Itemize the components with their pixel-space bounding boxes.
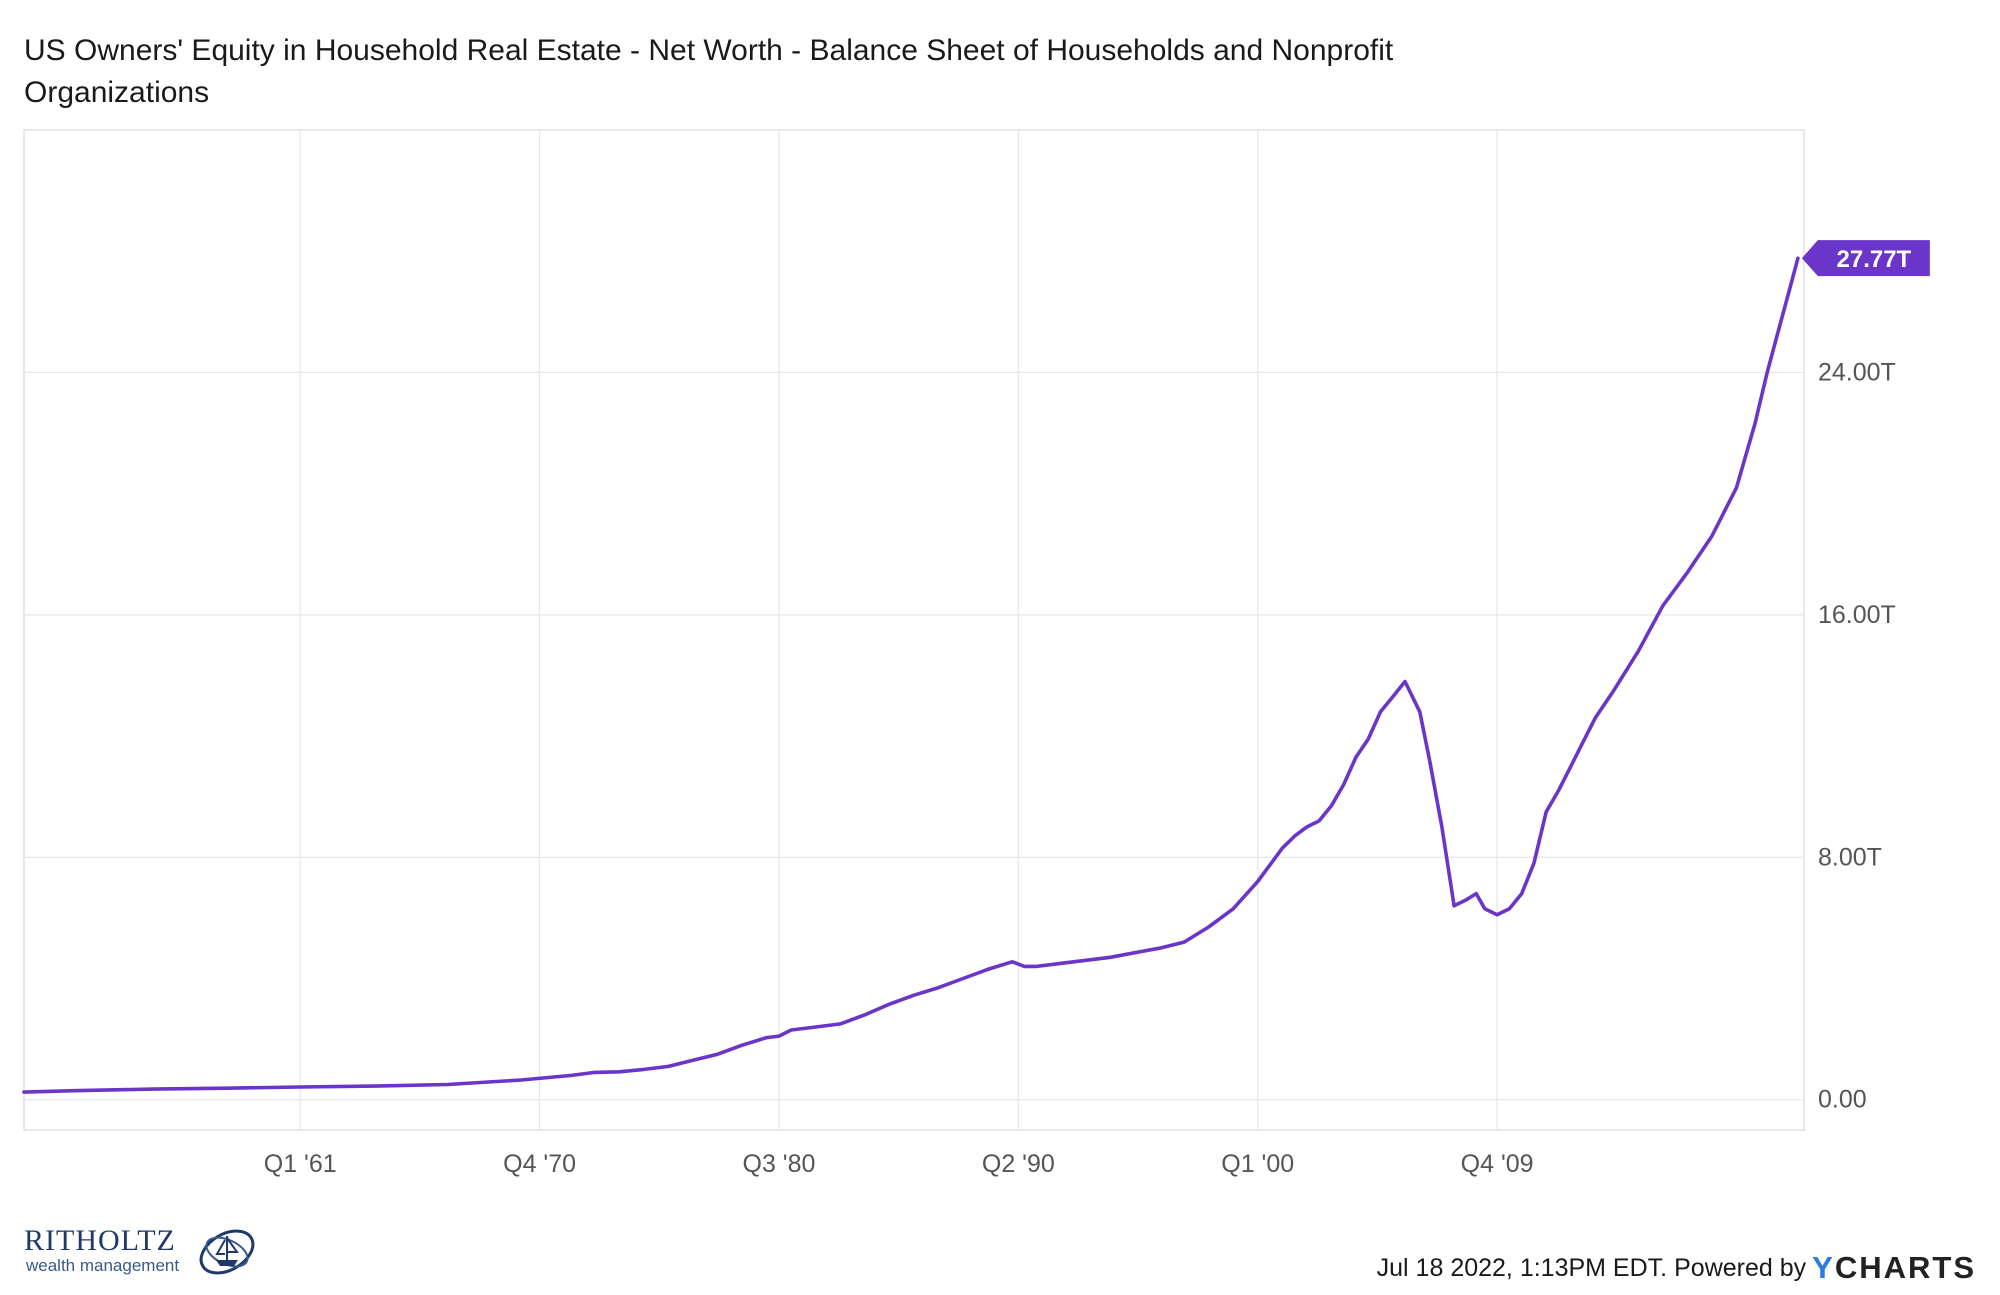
- series-group: [22, 256, 1800, 1094]
- chart-title: US Owners' Equity in Household Real Esta…: [24, 34, 1394, 109]
- logo-subtitle: wealth management: [26, 1256, 180, 1275]
- last-value-callout: 27.77T: [1801, 240, 1930, 277]
- ycharts-logo[interactable]: YCHARTS: [1812, 1250, 1976, 1286]
- x-tick-label: Q2 '90: [982, 1150, 1055, 1178]
- x-axis: Q1 '61 Q4 '70 Q3 '80 Q2 '90 Q1 '00 Q4 '09: [264, 1150, 1534, 1178]
- y-tick-label: 24.00T: [1818, 358, 1896, 386]
- y-tick-label: 8.00T: [1818, 843, 1882, 871]
- logo-name: RITHOLTZ: [24, 1224, 176, 1257]
- ycharts-logo-text: CHARTS: [1834, 1250, 1976, 1285]
- x-tick-label: Q4 '70: [503, 1150, 576, 1178]
- y-tick-label: 16.00T: [1818, 601, 1896, 629]
- x-tick-label: Q3 '80: [743, 1150, 816, 1178]
- timestamp: Jul 18 2022, 1:13PM EDT.: [1376, 1253, 1668, 1282]
- ship-emblem-icon: [199, 1229, 255, 1275]
- powered-by-label: Powered by: [1674, 1253, 1807, 1282]
- y-tick-label: 0.00: [1818, 1086, 1867, 1114]
- x-tick-label: Q1 '61: [264, 1150, 337, 1178]
- plot-area: [23, 129, 1805, 1131]
- ritholtz-logo: RITHOLTZ wealth management: [24, 1222, 264, 1282]
- x-tick-label: Q1 '00: [1221, 1150, 1294, 1178]
- x-tick-label: Q4 '09: [1461, 1150, 1534, 1178]
- ycharts-logo-y: Y: [1812, 1250, 1835, 1285]
- series-line: [22, 256, 1800, 1094]
- last-value-tag: [1801, 240, 1930, 277]
- footer: Jul 18 2022, 1:13PM EDT. Powered by YCHA…: [1377, 1250, 1976, 1286]
- y-axis: 0.00 8.00T 16.00T 24.00T: [1818, 358, 1896, 1113]
- last-value-label: 27.77T: [1837, 246, 1912, 273]
